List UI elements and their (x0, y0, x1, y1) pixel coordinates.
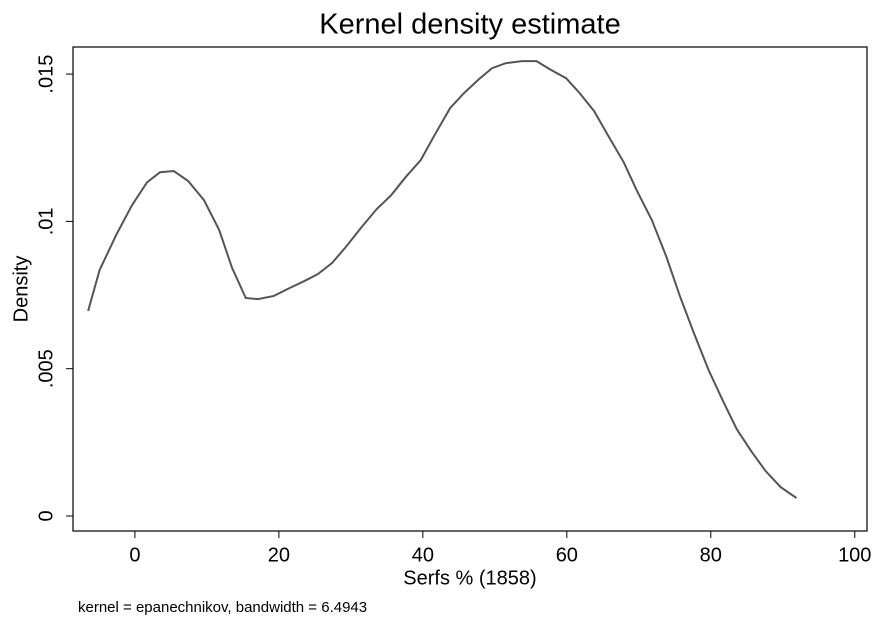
chart-title: Kernel density estimate (319, 9, 620, 41)
y-tick-label: .005 (35, 349, 57, 388)
y-tick-label: 0 (35, 510, 57, 521)
y-tick-label: .015 (35, 55, 57, 94)
x-tick-label: 20 (268, 544, 290, 566)
x-tick-label: 60 (556, 544, 578, 566)
x-tick-label: 0 (129, 544, 140, 566)
y-tick-label: .01 (35, 207, 57, 235)
y-axis-label: Density (10, 256, 32, 323)
note: kernel = epanechnikov, bandwidth = 6.494… (78, 599, 367, 616)
density-line (87, 60, 798, 499)
plot-frame (72, 46, 868, 532)
x-tick-label: 40 (412, 544, 434, 566)
x-axis-label: Serfs % (1858) (403, 567, 536, 589)
x-tick-label: 80 (700, 544, 722, 566)
x-tick-label: 100 (838, 544, 871, 566)
